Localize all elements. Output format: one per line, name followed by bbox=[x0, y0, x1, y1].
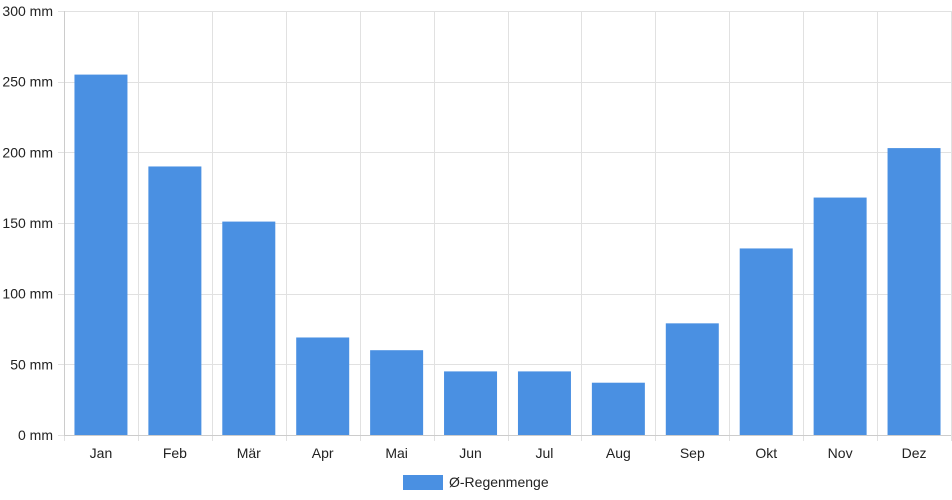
bar-jun[interactable] bbox=[444, 371, 498, 435]
x-axis-tick-labels: Jan Feb Mär Apr Mai Jun Jul Aug Sep Okt Nov Dez bbox=[90, 445, 927, 461]
bar-series bbox=[74, 74, 941, 436]
x-tick-label: Dez bbox=[902, 445, 927, 461]
bar-jan[interactable] bbox=[74, 74, 128, 435]
axes bbox=[58, 11, 951, 436]
y-tick-label: 50 mm bbox=[10, 356, 53, 372]
legend[interactable]: Ø-Regenmenge bbox=[403, 473, 549, 491]
x-tick-label: Jun bbox=[459, 445, 482, 461]
x-tick-label: Aug bbox=[606, 445, 631, 461]
x-tick-label: Mai bbox=[385, 445, 408, 461]
x-tick-label: Sep bbox=[680, 445, 705, 461]
x-tick-label: Feb bbox=[163, 445, 187, 461]
x-tick-label: Apr bbox=[312, 445, 334, 461]
bar-aug[interactable] bbox=[591, 382, 645, 435]
bar-apr[interactable] bbox=[296, 337, 350, 435]
y-tick-label: 250 mm bbox=[2, 74, 53, 90]
y-tick-label: 150 mm bbox=[2, 215, 53, 231]
y-tick-label: 0 mm bbox=[18, 427, 53, 443]
legend-label: Ø-Regenmenge bbox=[449, 474, 549, 490]
x-tick-label: Okt bbox=[755, 445, 777, 461]
x-tick-label: Jul bbox=[536, 445, 554, 461]
bar-mai[interactable] bbox=[370, 350, 424, 435]
bar-mär[interactable] bbox=[222, 221, 276, 435]
y-tick-label: 100 mm bbox=[2, 286, 53, 302]
bar-sep[interactable] bbox=[665, 323, 719, 435]
legend-swatch bbox=[403, 474, 443, 490]
bar-dez[interactable] bbox=[887, 148, 941, 436]
bar-jul[interactable] bbox=[517, 371, 571, 435]
x-tick-label: Mär bbox=[237, 445, 261, 461]
bar-nov[interactable] bbox=[813, 197, 867, 435]
bar-feb[interactable] bbox=[148, 166, 202, 435]
bar-okt[interactable] bbox=[739, 248, 793, 435]
x-tick-label: Nov bbox=[828, 445, 853, 461]
y-axis-tick-labels: 0 mm 50 mm 100 mm 150 mm 200 mm 250 mm 300 mm bbox=[2, 3, 53, 443]
y-tick-label: 200 mm bbox=[2, 144, 53, 160]
grid-lines bbox=[64, 11, 952, 441]
y-tick-label: 300 mm bbox=[2, 3, 53, 19]
x-tick-label: Jan bbox=[90, 445, 113, 461]
